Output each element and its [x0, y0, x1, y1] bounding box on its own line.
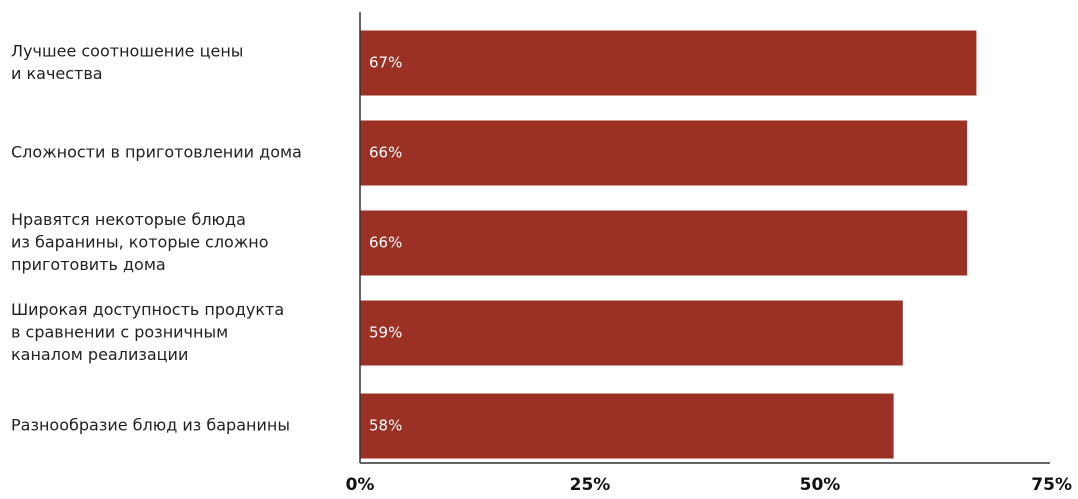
- bar-1: [360, 30, 977, 96]
- category-label-1: Лучшее соотношение цены и качества: [11, 41, 243, 83]
- x-tick-label-2: 25%: [570, 475, 611, 495]
- data-label-1: 67%: [369, 54, 402, 72]
- category-label-line: и качества: [11, 64, 103, 83]
- category-label-3: Нравятся некоторые блюда из баранины, кот…: [11, 210, 269, 274]
- category-label-5: Разнообразие блюд из баранины: [11, 416, 290, 435]
- category-label-line: из баранины, которые сложно: [11, 233, 269, 252]
- x-tick-label-1: 0%: [346, 475, 375, 495]
- data-label-3: 66%: [369, 234, 402, 252]
- bar-4: [360, 300, 903, 366]
- x-tick-labels-group: 0% 25% 50% 75%: [346, 475, 1072, 495]
- bars-group: [360, 30, 977, 459]
- category-label-line: в сравнении с розничным: [11, 323, 228, 342]
- category-label-line: Широкая доступность продукта: [11, 300, 284, 319]
- category-label-4: Широкая доступность продукта в сравнении …: [11, 300, 284, 364]
- bar-2: [360, 120, 968, 186]
- data-labels-group: 67% 66% 66% 59% 58%: [369, 54, 402, 435]
- category-label-line: приготовить дома: [11, 255, 166, 274]
- data-label-2: 66%: [369, 144, 402, 162]
- category-label-line: Лучшее соотношение цены: [11, 41, 243, 60]
- category-label-line: Нравятся некоторые блюда: [11, 210, 246, 229]
- category-label-line: Сложности в приготовлении дома: [11, 143, 302, 162]
- data-label-5: 58%: [369, 417, 402, 435]
- category-labels-group: Лучшее соотношение цены и качества Сложнос…: [11, 41, 302, 434]
- bar-3: [360, 210, 968, 276]
- data-label-4: 59%: [369, 324, 402, 342]
- bar-5: [360, 393, 894, 459]
- category-label-line: Разнообразие блюд из баранины: [11, 416, 290, 435]
- x-tick-label-3: 50%: [800, 475, 841, 495]
- x-tick-label-4: 75%: [1031, 475, 1072, 495]
- category-label-2: Сложности в приготовлении дома: [11, 143, 302, 162]
- category-label-line: каналом реализации: [11, 345, 188, 364]
